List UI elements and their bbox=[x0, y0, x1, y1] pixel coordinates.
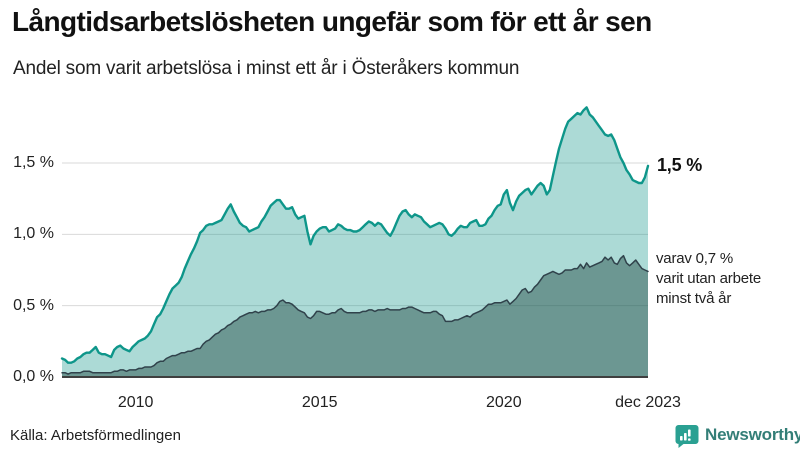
secondary-series-annotation: varav 0,7 % varit utan arbete minst två år bbox=[656, 249, 800, 309]
x-tick-label: 2015 bbox=[301, 394, 338, 411]
annotation-line: varav 0,7 % bbox=[656, 250, 734, 267]
annotation-line: varit utan arbete bbox=[656, 270, 761, 287]
x-tick-label: 2010 bbox=[117, 394, 154, 411]
y-tick-label: 1,0 % bbox=[13, 225, 54, 243]
page-title: Långtidsarbetslösheten ungefär som för e… bbox=[12, 6, 652, 37]
x-tick-label: 2020 bbox=[486, 394, 522, 411]
y-tick-label: 0,0 % bbox=[13, 368, 54, 385]
annotation-line: minst två år bbox=[656, 290, 732, 307]
end-value-annotation: 1,5 % bbox=[657, 154, 703, 175]
y-tick-label: 1,5 % bbox=[13, 154, 54, 171]
brand-wordmark: Newsworthy bbox=[705, 425, 800, 444]
source-note: Källa: Arbetsförmedlingen bbox=[10, 427, 181, 444]
y-tick-label: 0,5 % bbox=[13, 296, 54, 314]
x-tick-label: dec 2023 bbox=[615, 394, 681, 411]
chart-subtitle: Andel som varit arbetslösa i minst ett å… bbox=[13, 58, 520, 79]
newsworthy-icon bbox=[675, 424, 699, 448]
brand-logo: Newsworthy bbox=[674, 421, 800, 449]
